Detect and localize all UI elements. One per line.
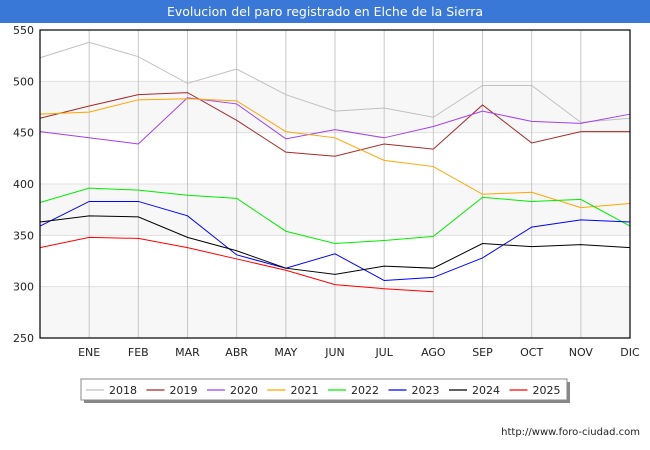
chart-title: Evolucion del paro registrado en Elche d…: [0, 0, 650, 23]
legend-label-2025: 2025: [533, 384, 561, 397]
x-tick-label: ABR: [225, 346, 248, 359]
x-tick-label: ENE: [78, 346, 100, 359]
legend-label-2022: 2022: [351, 384, 379, 397]
legend-label-2024: 2024: [472, 384, 500, 397]
legend-box: [80, 378, 568, 401]
x-tick-label: OCT: [520, 346, 543, 359]
y-tick-label: 450: [13, 127, 34, 140]
footer-url[interactable]: http://www.foro-ciudad.com: [501, 427, 640, 438]
x-tick-label: NOV: [569, 346, 594, 359]
x-tick-label: SEP: [472, 346, 493, 359]
legend-label-2021: 2021: [291, 384, 319, 397]
series-line-2021: [39, 98, 631, 209]
x-tick-label: AGO: [421, 346, 446, 359]
y-tick-label: 400: [13, 178, 34, 191]
series-line-2020: [39, 97, 631, 145]
series-line-2023: [39, 200, 631, 282]
x-tick-label: MAR: [175, 346, 200, 359]
legend-label-2019: 2019: [170, 384, 198, 397]
legend: 2018 2019 2020 2021 2022 2023 2024 2025: [80, 378, 570, 403]
legend-label-2020: 2020: [230, 384, 258, 397]
series-line-2019: [39, 92, 630, 157]
series-line-2022: [39, 187, 631, 245]
series-line-2025: [39, 236, 434, 293]
series-line-2024: [39, 215, 631, 275]
series-line-2018: [39, 41, 631, 123]
legend-label-2018: 2018: [109, 384, 137, 397]
y-tick-label: 350: [13, 229, 34, 242]
y-tick-label: 300: [13, 281, 34, 294]
x-tick-label: DIC: [620, 346, 640, 359]
y-tick-label: 550: [13, 24, 34, 37]
x-tick-label: JUN: [324, 346, 345, 359]
y-tick-label: 500: [13, 75, 34, 88]
y-tick-label: 250: [13, 332, 34, 345]
plot-frame: [39, 29, 631, 339]
x-tick-label: JUL: [374, 346, 393, 359]
legend-label-2023: 2023: [412, 384, 440, 397]
x-tick-label: FEB: [128, 346, 149, 359]
x-tick-label: MAY: [274, 346, 297, 359]
